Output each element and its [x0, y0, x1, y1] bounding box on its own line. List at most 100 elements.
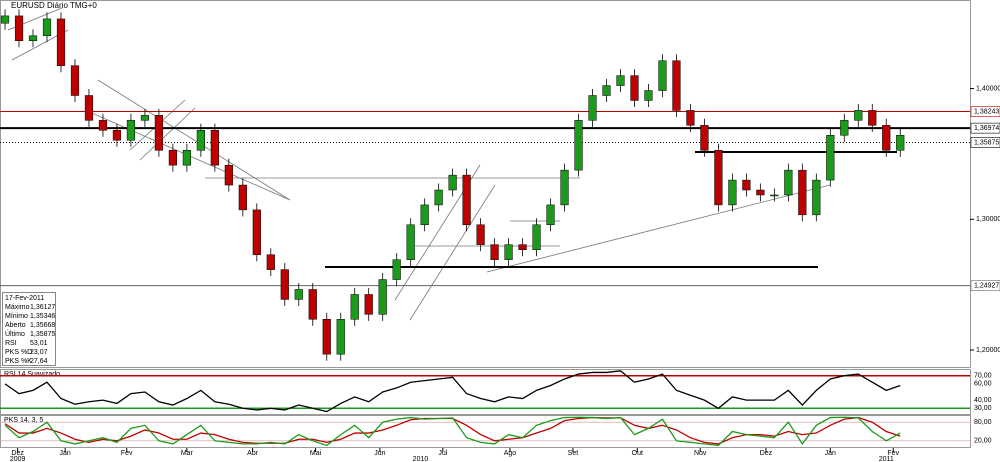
- candle-body: [168, 150, 177, 166]
- candle-body: [700, 125, 709, 151]
- pks-title: PKS 14, 3, 5: [4, 417, 43, 424]
- candle-body: [238, 184, 247, 211]
- pks-tick-label: 80,00: [974, 419, 992, 426]
- candle-body: [896, 134, 905, 151]
- candle-body: [224, 164, 233, 186]
- level-label: 1,24927: [974, 282, 999, 289]
- year-label: 2010: [413, 456, 429, 462]
- candle-body: [742, 179, 751, 191]
- x-tick-label: Abr: [247, 450, 259, 457]
- candle-body: [658, 60, 667, 91]
- candle-body: [462, 174, 471, 226]
- candle-body: [378, 279, 387, 315]
- candle-body: [322, 319, 331, 355]
- rsi-tick-label: 40,00: [974, 397, 992, 404]
- support-lines: [325, 151, 897, 268]
- candle-body: [196, 130, 205, 151]
- candle-body: [98, 120, 108, 131]
- x-tick-label: Fev: [887, 450, 899, 457]
- candle-body: [532, 224, 541, 250]
- info-value: 1,36127: [30, 304, 55, 311]
- candle-body: [350, 294, 359, 320]
- info-value: 1,35668: [30, 322, 55, 329]
- x-tick-label: Jan: [60, 450, 71, 457]
- candle-body: [770, 194, 779, 197]
- rsi-panel: [0, 369, 971, 415]
- candle-body: [756, 189, 765, 196]
- info-value: 53,01: [30, 340, 48, 347]
- candle-body: [266, 254, 275, 270]
- candle-body: [406, 224, 415, 260]
- level-label-box: [970, 137, 1000, 148]
- pks-panel: [0, 415, 971, 448]
- rsi-tick-label: 60,00: [974, 381, 992, 388]
- x-tick-label: Dez: [760, 450, 773, 457]
- candle-body: [56, 18, 66, 66]
- candle-body: [0, 15, 10, 24]
- candle-body: [672, 60, 681, 111]
- candle-body: [392, 259, 401, 280]
- candle-body: [504, 244, 513, 260]
- level-label: 1,38243: [974, 108, 999, 115]
- pks-tick-label: 20,00: [974, 438, 992, 445]
- candle-body: [784, 169, 793, 196]
- x-tick-label: Mar: [181, 450, 194, 457]
- candle-body: [490, 244, 499, 260]
- candle-body: [882, 125, 891, 151]
- info-value: 27,64: [30, 358, 48, 365]
- candle-body: [476, 224, 485, 245]
- candle-body: [210, 130, 219, 166]
- candle-body: [14, 15, 24, 41]
- candle-body: [826, 134, 835, 181]
- y-tick-label: 1,20000: [976, 347, 1000, 354]
- x-tick-label: Set: [568, 450, 579, 457]
- level-label-box: [970, 280, 1000, 291]
- info-label: Aberto: [5, 322, 26, 329]
- candle-body: [434, 189, 443, 206]
- candle-body: [84, 95, 94, 121]
- year-label: 2011: [879, 456, 894, 462]
- x-tick-label: Jan: [825, 450, 836, 457]
- info-value: 1,35875: [30, 331, 55, 338]
- candle-body: [336, 319, 345, 355]
- info-label: Último: [5, 329, 25, 338]
- info-date: 17-Fev-2011: [5, 295, 44, 302]
- y-tick-label: 1,30000: [976, 216, 1000, 223]
- candle-body: [840, 120, 849, 136]
- x-tick-label: Nov: [694, 450, 707, 457]
- candle-body: [182, 150, 191, 166]
- info-value: 1,35346: [30, 313, 55, 320]
- level-label: 1,36974: [974, 125, 999, 132]
- candle-body: [420, 204, 429, 226]
- candle-body: [294, 289, 303, 300]
- candle-body: [868, 110, 877, 126]
- x-tick-label: Out: [632, 450, 643, 457]
- info-label: RSI: [5, 340, 17, 347]
- rsi-tick-label: 30,00: [974, 405, 992, 412]
- candle-body: [728, 179, 737, 206]
- chart-title: EURUSD Diário TMG+0: [11, 1, 97, 10]
- x-tick-label: Jun: [374, 450, 385, 457]
- y-tick-label: 1,40000: [976, 85, 1000, 92]
- x-tick-label: Fev: [121, 450, 133, 457]
- x-tick-label: Jul: [438, 450, 447, 457]
- candle-body: [616, 75, 625, 86]
- info-box: [2, 292, 56, 366]
- rsi-tick-label: 70,00: [974, 373, 992, 380]
- year-label: 2009: [10, 456, 26, 462]
- candle-body: [70, 65, 80, 96]
- candle-body: [140, 115, 150, 121]
- candle-body: [588, 95, 597, 121]
- candle-body: [448, 174, 457, 191]
- candle-body: [28, 35, 38, 41]
- rsi-line: [4, 370, 901, 413]
- pks-line: [4, 416, 901, 447]
- info-label: PKS %D: [5, 349, 32, 356]
- candle-body: [686, 110, 695, 126]
- x-tick-label: Ago: [504, 450, 517, 457]
- candle-body: [308, 289, 317, 320]
- x-tick-label: Mai: [310, 450, 322, 457]
- candle-body: [714, 150, 723, 206]
